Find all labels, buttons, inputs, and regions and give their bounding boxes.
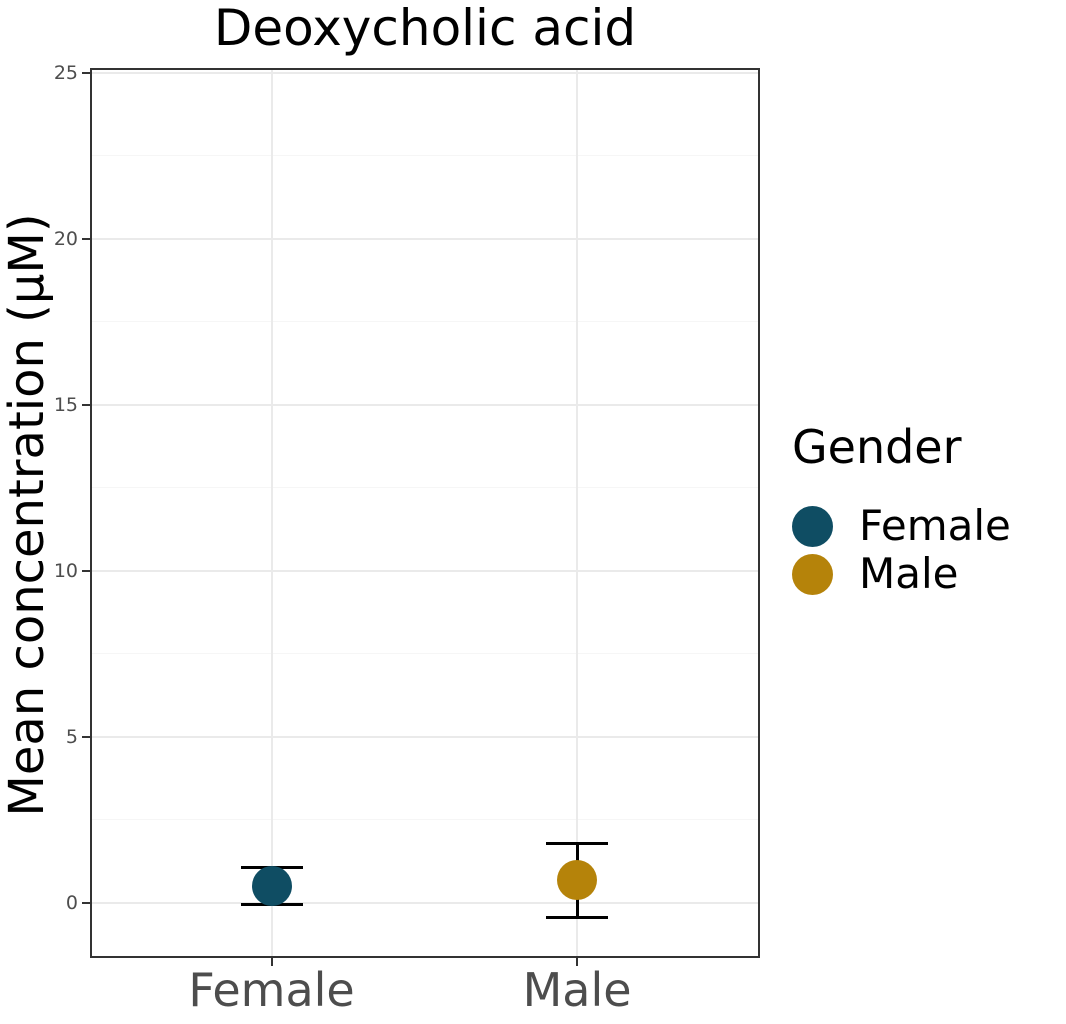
legend-item-female: Female [792, 504, 1011, 548]
y-tick-label-0: 0 [65, 891, 78, 914]
gridline-major-x-1 [576, 68, 579, 958]
gridline-minor-y-1 [90, 653, 760, 655]
gridline-major-x-0 [270, 68, 273, 958]
legend-key-female-icon [792, 505, 833, 547]
gridline-major-y-0 [90, 901, 760, 904]
data-point-male [557, 860, 598, 901]
legend-items: Female Male [792, 504, 1011, 600]
data-point-female [251, 866, 292, 907]
x-tick-mark-0 [270, 958, 273, 966]
error-bar-cap-top-male [546, 841, 609, 845]
gridline-minor-y-3 [90, 321, 760, 323]
y-tick-label-4: 20 [53, 227, 78, 250]
y-tick-mark-0 [82, 901, 90, 904]
gridline-major-y-1 [90, 735, 760, 738]
x-tick-label-male: Male [522, 963, 632, 1017]
legend-item-male: Male [792, 552, 1011, 596]
gridline-minor-y-2 [90, 487, 760, 489]
gridline-minor-y-0 [90, 819, 760, 821]
y-tick-mark-4 [82, 237, 90, 240]
gridline-major-y-3 [90, 403, 760, 406]
legend: Gender Female Male [792, 420, 1062, 596]
y-axis-title: Mean concentration (µM) [0, 213, 55, 817]
plot-panel [90, 68, 760, 958]
y-tick-mark-2 [82, 569, 90, 572]
y-tick-mark-5 [82, 71, 90, 74]
y-tick-label-1: 5 [65, 725, 78, 748]
legend-key-male-icon [792, 553, 833, 595]
gridline-minor-y-4 [90, 155, 760, 157]
gridline-major-y-4 [90, 237, 760, 240]
chart-title: Deoxycholic acid [213, 0, 637, 57]
gridline-major-y-2 [90, 569, 760, 572]
y-tick-label-5: 25 [53, 61, 78, 84]
y-tick-label-3: 15 [53, 393, 78, 416]
y-tick-mark-3 [82, 403, 90, 406]
y-tick-mark-1 [82, 735, 90, 738]
x-tick-label-female: Female [188, 963, 355, 1017]
x-tick-mark-1 [576, 958, 579, 966]
gridline-major-y-5 [90, 71, 760, 74]
legend-label-male: Male [859, 549, 959, 598]
legend-label-female: Female [859, 501, 1011, 550]
legend-title: Gender [792, 420, 962, 474]
error-bar-cap-bottom-male [546, 916, 609, 919]
y-tick-label-2: 10 [53, 559, 78, 582]
